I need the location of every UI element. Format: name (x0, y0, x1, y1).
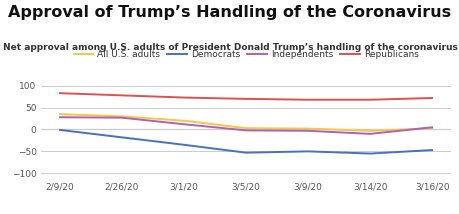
All U.S. adults (305, 127, 310, 130)
Democrats (305, 150, 310, 153)
Line: Democrats: Democrats (60, 130, 431, 154)
Independents (367, 133, 372, 135)
Republicans (429, 97, 434, 99)
Republicans (367, 98, 372, 101)
Independents (181, 123, 186, 126)
Independents (305, 129, 310, 132)
Line: Republicans: Republicans (60, 93, 431, 100)
Democrats (367, 152, 372, 155)
Republicans (119, 94, 124, 97)
Republicans (57, 92, 62, 94)
All U.S. adults (243, 127, 248, 129)
Republicans (181, 96, 186, 99)
Line: Independents: Independents (60, 117, 431, 134)
Text: Net approval among U.S. adults of President Donald Trump’s handling of the coron: Net approval among U.S. adults of Presid… (3, 43, 456, 52)
Democrats (181, 144, 186, 146)
Legend: All U.S. adults, Democrats, Independents, Republicans: All U.S. adults, Democrats, Independents… (70, 46, 421, 62)
All U.S. adults (429, 127, 434, 129)
All U.S. adults (181, 119, 186, 122)
Line: All U.S. adults: All U.S. adults (60, 114, 431, 131)
All U.S. adults (57, 113, 62, 116)
Republicans (305, 98, 310, 101)
Independents (57, 116, 62, 119)
All U.S. adults (119, 115, 124, 118)
Democrats (429, 149, 434, 151)
Text: Approval of Trump’s Handling of the Coronavirus: Approval of Trump’s Handling of the Coro… (8, 5, 451, 20)
Independents (119, 116, 124, 119)
Democrats (119, 136, 124, 139)
Independents (243, 129, 248, 132)
All U.S. adults (367, 129, 372, 132)
Democrats (243, 151, 248, 154)
Independents (429, 126, 434, 129)
Democrats (57, 129, 62, 131)
Republicans (243, 98, 248, 100)
